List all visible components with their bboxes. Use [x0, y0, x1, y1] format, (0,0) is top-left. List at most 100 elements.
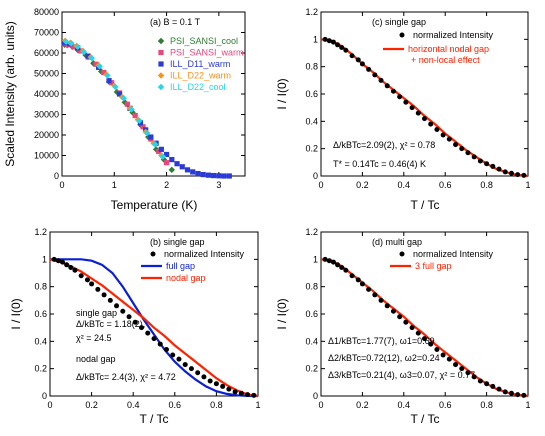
- data-point: [366, 66, 372, 72]
- panel-d-ylabel: I / I(0): [275, 298, 289, 329]
- y-tick-label: 0.6: [34, 309, 47, 319]
- y-tick-label: 0: [54, 171, 59, 181]
- legend-label-fit: 3 full gap: [415, 261, 452, 271]
- series-ILL_D11_warm-point: [205, 172, 211, 178]
- note-line-0: single gap: [76, 308, 117, 318]
- note-line-1: Δ2/kBTc=0.72(12), ω2=0.24: [328, 353, 440, 363]
- data-point: [502, 389, 508, 395]
- data-point: [213, 381, 219, 387]
- data-point: [195, 370, 201, 376]
- data-point: [151, 336, 157, 342]
- data-point: [490, 383, 496, 389]
- y-tick-label: 1.2: [305, 227, 318, 237]
- data-point: [232, 389, 238, 395]
- series-ILL_D11_warm-point: [174, 161, 180, 167]
- data-point: [355, 57, 361, 63]
- fit-line-nodal-gap: [49, 258, 259, 398]
- series-ILL_D22_cool-point: [144, 129, 151, 137]
- series-PSI_SANSI_warm-point: [156, 148, 162, 154]
- y-tick-label: 1: [313, 254, 318, 264]
- data-point: [188, 366, 194, 372]
- x-tick-label: 0: [59, 180, 64, 190]
- series-PSI_SANSI_cool-point: [82, 51, 89, 59]
- series-ILL_D22_cool-point: [159, 153, 167, 160]
- data-point: [477, 158, 483, 164]
- data-point: [515, 392, 521, 398]
- data-point: [326, 38, 332, 44]
- series-PSI_SANSI_warm-point: [163, 160, 170, 166]
- series-ILL_D22_cool-point: [68, 39, 75, 47]
- data-point: [397, 314, 403, 320]
- x-tick-label: 0.6: [439, 180, 452, 190]
- legend-label-ILL_D11_warm: ILL_D11_warm: [170, 59, 230, 69]
- data-point: [372, 292, 378, 298]
- panel-a-axes: 0 1 2 3 0 10000 20000 30000 40000 50000 60000 70000…: [34, 7, 245, 190]
- series-PSI_SANSI_warm-point: [109, 80, 115, 86]
- series-ILL_D11_warm-point: [200, 171, 206, 178]
- data-point: [245, 392, 251, 398]
- data-point: [343, 267, 349, 273]
- data-point: [238, 390, 244, 396]
- series-ILL_D11_warm-point: [221, 173, 227, 179]
- x-tick-label: 1: [112, 180, 117, 190]
- x-tick-label: 0: [47, 400, 52, 410]
- y-tick-label: 0.6: [305, 309, 318, 319]
- data-point: [484, 381, 490, 387]
- data-point: [440, 352, 446, 358]
- series-PSI_SANSI_warm-point: [132, 112, 138, 119]
- data-point: [326, 258, 332, 264]
- data-point: [409, 325, 415, 331]
- data-point: [330, 39, 336, 45]
- data-point: [403, 99, 409, 105]
- panel-b: 0 0.2 0.4 0.6 0.8 1 0 0.2 0.4 0.6 0.8 1 1.2 (b) sing…: [9, 227, 261, 426]
- data-point: [126, 314, 132, 320]
- x-tick-label: 0: [318, 400, 323, 410]
- series-ILL_D22_cool-point: [74, 43, 81, 51]
- data-point: [120, 308, 126, 314]
- panel-d-points: [322, 256, 527, 398]
- data-point: [459, 366, 465, 372]
- y-tick-label: 1.2: [34, 227, 47, 237]
- y-tick-label: 0.2: [305, 144, 318, 154]
- series-ILL_D11_warm-point: [226, 173, 232, 179]
- y-tick-label: 30000: [34, 110, 59, 120]
- data-point: [132, 319, 138, 325]
- data-point: [170, 352, 176, 358]
- data-point: [157, 341, 163, 347]
- note-gap-value: Δ/kBTc=2.09(2), χ² = 0.78: [333, 140, 435, 150]
- y-tick-label: 10000: [34, 151, 59, 161]
- y-tick-label: 0: [42, 391, 47, 401]
- data-point: [55, 258, 61, 264]
- panel-d-xlabel: T / Tc: [411, 412, 440, 426]
- data-point: [465, 370, 471, 376]
- x-tick-label: 0.2: [356, 400, 369, 410]
- data-point: [349, 53, 355, 59]
- panel-d-notes: Δ1/kBTc=1.77(7), ω1=0.69 Δ2/kBTc=0.72(12)…: [328, 336, 475, 380]
- series-ILL_D11_warm-point: [163, 151, 170, 158]
- data-point: [220, 383, 226, 389]
- data-point: [355, 277, 361, 283]
- data-point: [428, 341, 434, 347]
- panel-a-xlabel: Temperature (K): [111, 198, 198, 212]
- x-tick-label: 0.8: [480, 180, 493, 190]
- data-point: [95, 286, 101, 292]
- series-ILL_D22_cool-point: [62, 38, 70, 45]
- y-tick-label: 20000: [34, 130, 59, 140]
- panel-c: 0 0.2 0.4 0.6 0.8 1 0 0.2 0.4 0.6 0.8 1 1.2 (c) sing…: [275, 7, 531, 212]
- note-line-2: Δ3/kBTc=0.21(4), ω3=0.07, χ² = 0.77: [328, 370, 475, 380]
- panel-b-legend: normalized Intensity full gap nodal gap: [141, 249, 245, 283]
- x-tick-label: 3: [216, 180, 221, 190]
- panel-a-ylabel: Scaled Intensity (arb. units): [3, 21, 17, 166]
- y-tick-label: 0.2: [305, 364, 318, 374]
- panel-c-points: [322, 36, 527, 178]
- data-point: [101, 292, 107, 298]
- series-ILL_D22_cool-point: [136, 117, 143, 124]
- data-point: [335, 262, 341, 268]
- series-PSI_SANSI_warm-point: [93, 61, 99, 67]
- data-point: [496, 166, 502, 172]
- data-point: [508, 170, 514, 176]
- data-point: [440, 132, 446, 138]
- data-point: [251, 392, 257, 398]
- data-point: [453, 142, 459, 148]
- data-point: [397, 94, 403, 100]
